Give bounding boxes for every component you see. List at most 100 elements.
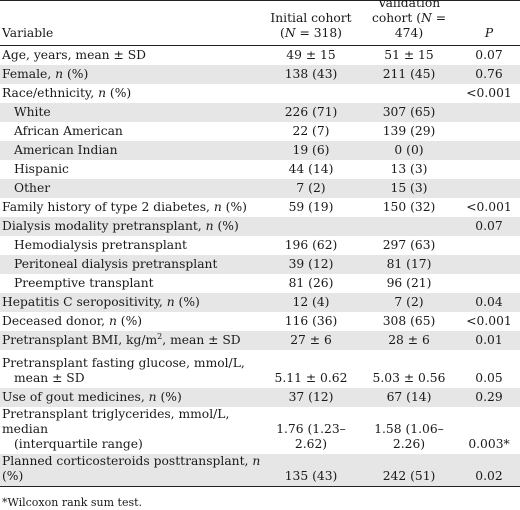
row-validation-value: 28 ± 6 — [388, 333, 430, 347]
row-label: Female, n (%) — [2, 67, 89, 81]
row-p-value: 0.003* — [468, 437, 510, 451]
row-label: Other — [14, 181, 51, 195]
row-label: Use of gout medicines, n (%) — [0, 390, 262, 405]
row-initial-value: 44 (14) — [288, 162, 334, 176]
row-validation-value: 242 (51) — [382, 469, 436, 483]
row-initial-value: 39 (12) — [288, 257, 334, 271]
row-label-line1: Pretransplant triglycerides, mmol/L, med… — [2, 407, 230, 436]
table-row: Age, years, mean ± SD 49 ± 15 51 ± 15 0.07 — [0, 46, 520, 65]
row-p-value: <0.001 — [466, 200, 512, 214]
row-p-value: 0.07 — [475, 48, 503, 62]
row-initial-value: 19 (6) — [292, 143, 330, 157]
table-row: White 226 (71) 307 (65) — [0, 103, 520, 122]
table-row: Pretransplant fasting glucose, mmol/L, me… — [0, 350, 520, 388]
row-p-value: 0.07 — [475, 219, 503, 233]
row-initial-value: 138 (43) — [284, 67, 338, 81]
row-label: Pretransplant fasting glucose, mmol/L, me… — [0, 356, 262, 386]
row-label: White — [14, 105, 51, 119]
row-initial-value: 116 (36) — [284, 314, 338, 328]
row-p-value: <0.001 — [466, 86, 512, 100]
header-p: P — [458, 26, 520, 41]
footnote: *Wilcoxon rank sum test. — [2, 496, 143, 509]
row-initial-value: 196 (62) — [284, 238, 338, 252]
table-row: Preemptive transplant 81 (26) 96 (21) — [0, 274, 520, 293]
row-initial-value: 49 ± 15 — [286, 48, 336, 62]
table-row: Peritoneal dialysis pretransplant 39 (12)… — [0, 255, 520, 274]
row-p-value: 0.02 — [475, 469, 503, 483]
row-initial-value: 12 (4) — [292, 295, 330, 309]
row-label: Pretransplant BMI, kg/m2, mean ± SD — [2, 331, 241, 347]
row-validation-value: 51 ± 15 — [384, 48, 434, 62]
row-label: Family history of type 2 diabetes, n (%) — [2, 200, 247, 214]
row-p-value: 0.76 — [475, 67, 503, 81]
row-label: Peritoneal dialysis pretransplant — [14, 257, 218, 271]
row-label-line2: mean ± SD — [14, 371, 85, 385]
table-row: Planned corticosteroids posttransplant, … — [0, 454, 520, 486]
row-label: Hepatitis C seropositivity, n (%) — [2, 295, 200, 309]
row-validation-value: 1.58 (1.06–2.26) — [374, 422, 444, 451]
row-label: Dialysis modality pretransplant, n (%) — [2, 219, 239, 233]
row-validation-value: 211 (45) — [382, 67, 436, 81]
header-initial-cohort: Initial cohort (N = 318) — [262, 11, 360, 41]
row-p-value: 0.04 — [475, 295, 503, 309]
table-row: Hepatitis C seropositivity, n (%) 12 (4) 7… — [0, 293, 520, 312]
row-label-line1: Pretransplant fasting glucose, mmol/L, — [2, 356, 245, 370]
row-label: Preemptive transplant — [14, 276, 154, 290]
table-body: Age, years, mean ± SD 49 ± 15 51 ± 15 0.07 F… — [0, 46, 520, 486]
table-header: Variable Initial cohort (N = 318) Valida… — [0, 0, 520, 45]
table-row: American Indian 19 (6) 0 (0) — [0, 141, 520, 160]
row-initial-value: 1.76 (1.23–2.62) — [276, 422, 346, 451]
row-validation-value: 96 (21) — [386, 276, 432, 290]
row-validation-value: 139 (29) — [382, 124, 436, 138]
row-label: Hemodialysis pretransplant — [14, 238, 187, 252]
row-label-line1: Use of gout medicines, n (%) — [2, 390, 182, 404]
row-validation-value: 15 (3) — [390, 181, 428, 195]
row-initial-value: 59 (19) — [288, 200, 334, 214]
row-p-value: 0.05 — [475, 371, 503, 385]
row-label: Planned corticosteroids posttransplant, … — [0, 454, 262, 484]
row-p-value: <0.001 — [466, 314, 512, 328]
table-row: Hemodialysis pretransplant 196 (62) 297 (6… — [0, 236, 520, 255]
row-initial-value: 5.11 ± 0.62 — [274, 371, 348, 385]
row-label: African American — [14, 124, 123, 138]
row-initial-value: 7 (2) — [296, 181, 326, 195]
row-label-line2: (interquartile range) — [14, 437, 143, 451]
row-validation-value: 81 (17) — [386, 257, 432, 271]
row-label: American Indian — [14, 143, 118, 157]
row-p-value: 0.01 — [475, 333, 503, 347]
table-row: Female, n (%) 138 (43) 211 (45) 0.76 — [0, 65, 520, 84]
row-validation-value: 67 (14) — [386, 390, 432, 404]
row-validation-value: 13 (3) — [390, 162, 428, 176]
header-variable: Variable — [2, 26, 54, 40]
header-p-text: P — [484, 26, 494, 40]
table-row: Pretransplant triglycerides, mmol/L, med… — [0, 407, 520, 454]
header-validation-line1: Validation — [377, 0, 441, 10]
row-validation-value: 308 (65) — [382, 314, 436, 328]
row-initial-value: 226 (71) — [284, 105, 338, 119]
row-label: Race/ethnicity, n (%) — [2, 86, 132, 100]
row-initial-value: 27 ± 6 — [290, 333, 332, 347]
table-row: Dialysis modality pretransplant, n (%) 0.… — [0, 217, 520, 236]
row-initial-value: 22 (7) — [292, 124, 330, 138]
table-row: Deceased donor, n (%) 116 (36) 308 (65) <0.… — [0, 312, 520, 331]
row-validation-value: 307 (65) — [382, 105, 436, 119]
row-initial-value: 37 (12) — [288, 390, 334, 404]
row-validation-value: 5.03 ± 0.56 — [372, 371, 446, 385]
header-initial-line2: (N = 318) — [280, 26, 342, 40]
header-validation-cohort: Validation cohort (N = 474) — [360, 0, 458, 41]
table-row: Hispanic 44 (14) 13 (3) — [0, 160, 520, 179]
table-row: Family history of type 2 diabetes, n (%)… — [0, 198, 520, 217]
header-validation-line2: cohort (N = 474) — [371, 11, 447, 40]
row-validation-value: 297 (63) — [382, 238, 436, 252]
header-rule — [0, 45, 520, 46]
table-row: Other 7 (2) 15 (3) — [0, 179, 520, 198]
row-validation-value: 0 (0) — [394, 143, 424, 157]
row-label-line1: Planned corticosteroids posttransplant, … — [2, 454, 261, 483]
row-validation-value: 150 (32) — [382, 200, 436, 214]
row-initial-value: 81 (26) — [288, 276, 334, 290]
row-p-value: 0.29 — [475, 390, 503, 404]
row-label: Hispanic — [14, 162, 69, 176]
table-row: Use of gout medicines, n (%) 37 (12) 67 (1… — [0, 388, 520, 407]
top-rule — [0, 0, 520, 1]
